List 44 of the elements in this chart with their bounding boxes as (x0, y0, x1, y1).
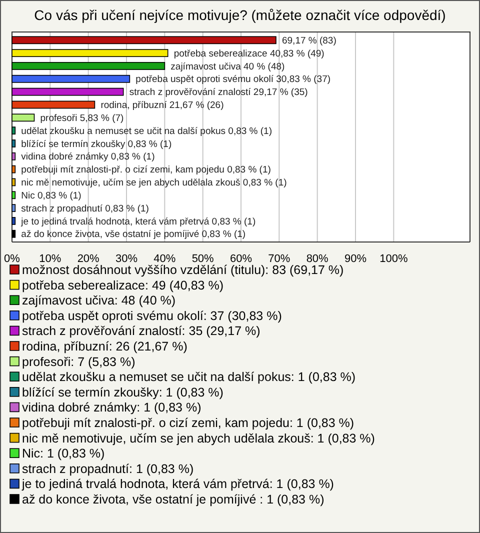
data-label: zajímavost učiva 40 % (48) (170, 61, 285, 72)
chart-title: Co vás při učení nejvíce motivuje? (můžete označit více odpovědí) (34, 7, 446, 23)
legend-label: potřebuji mít znalosti-př. o cizí zemi, kam pojedu: 1 (0,83 %) (22, 416, 354, 430)
legend-label: potřeba seberealizace: 49 (40,83 %) (22, 278, 224, 292)
legend-label: profesoři: 7 (5,83 %) (22, 354, 136, 369)
x-tick-label: 60% (230, 252, 252, 265)
data-label: potřebuji mít znalosti-př. o cizí zemi, kam pojedu 0,83 % (1) (21, 164, 271, 176)
legend-label: možnost dosáhnout vyššího vzdělání (titulu): 83 (69,17 %) (22, 263, 344, 277)
data-label: nic mě nemotivuje, učím se jen abych udělala zkouš 0,83 % (1) (21, 178, 287, 189)
data-label: je to jediná trvalá hodnota, která vám přetrvá 0,83 % (1) (20, 216, 256, 228)
data-label: Nic 0,83 % (1) (21, 190, 82, 202)
legend-label: strach z propadnutí: 1 (0,83 %) (22, 462, 194, 476)
legend-label: Nic: 1 (0,83 %) (22, 446, 105, 461)
data-label: strach z prověřování znalostí 29,17 % (35) (129, 87, 308, 98)
data-label: potřeba uspět oproti svému okolí 30,83 % (37) (136, 74, 331, 86)
data-label: udělat zkoušku a nemuset se učit na další pokus 0,83 % (1) (21, 126, 272, 137)
legend-label: až do konce života, vše ostatní je pomíjivé : 1 (0,83 %) (22, 492, 324, 506)
x-tick-label: 10% (39, 252, 62, 265)
legend-label: strach z prověřování znalostí: 35 (29,17 %) (22, 324, 260, 338)
legend-label: je to jediná trvalá hodnota, která vám přetrvá: 1 (0,83 %) (21, 477, 334, 492)
x-tick-label: 0% (4, 252, 20, 265)
data-label: 69,17 % (83) (282, 35, 336, 46)
legend-label: nic mě nemotivuje, učím se jen abych udělala zkouš: 1 (0,83 %) (22, 431, 375, 446)
data-label: profesoři 5,83 % (7) (40, 112, 124, 124)
data-label: potřeba seberealizace 40,83 % (49) (174, 48, 324, 60)
x-tick-label: 30% (115, 252, 138, 265)
data-label: blížící se termín zkoušky 0,83 % (1) (21, 138, 172, 150)
data-label: rodina, příbuzní 21,67 % (26) (100, 100, 224, 112)
x-tick-label: 40% (154, 252, 176, 265)
legend-label: zajímavost učiva: 48 (40 %) (22, 294, 176, 308)
x-tick-label: 90% (344, 252, 367, 265)
x-tick-label: 20% (77, 252, 100, 265)
x-tick-label: 50% (192, 252, 214, 265)
x-tick-label: 80% (306, 252, 329, 265)
x-tick-label: 70% (268, 252, 290, 265)
data-label: až do konce života, vše ostatní je pomíjivé 0,83 % (1) (21, 229, 246, 240)
legend-label: blížící se termín zkoušky: 1 (0,83 %) (22, 385, 224, 400)
data-label: vidina dobré známky 0,83 % (1) (21, 152, 155, 163)
x-tick-label: 100% (380, 252, 408, 265)
legend-label: rodina, příbuzní: 26 (21,67 %) (22, 340, 188, 354)
data-label: strach z propadnutí 0,83 % (1) (21, 203, 149, 214)
legend-label: udělat zkoušku a nemuset se učit na další pokus: 1 (0,83 %) (22, 370, 356, 384)
legend-label: vidina dobré známky: 1 (0,83 %) (22, 400, 202, 415)
legend-label: potřeba uspět oproti svému okolí: 37 (30,83 %) (22, 308, 282, 323)
